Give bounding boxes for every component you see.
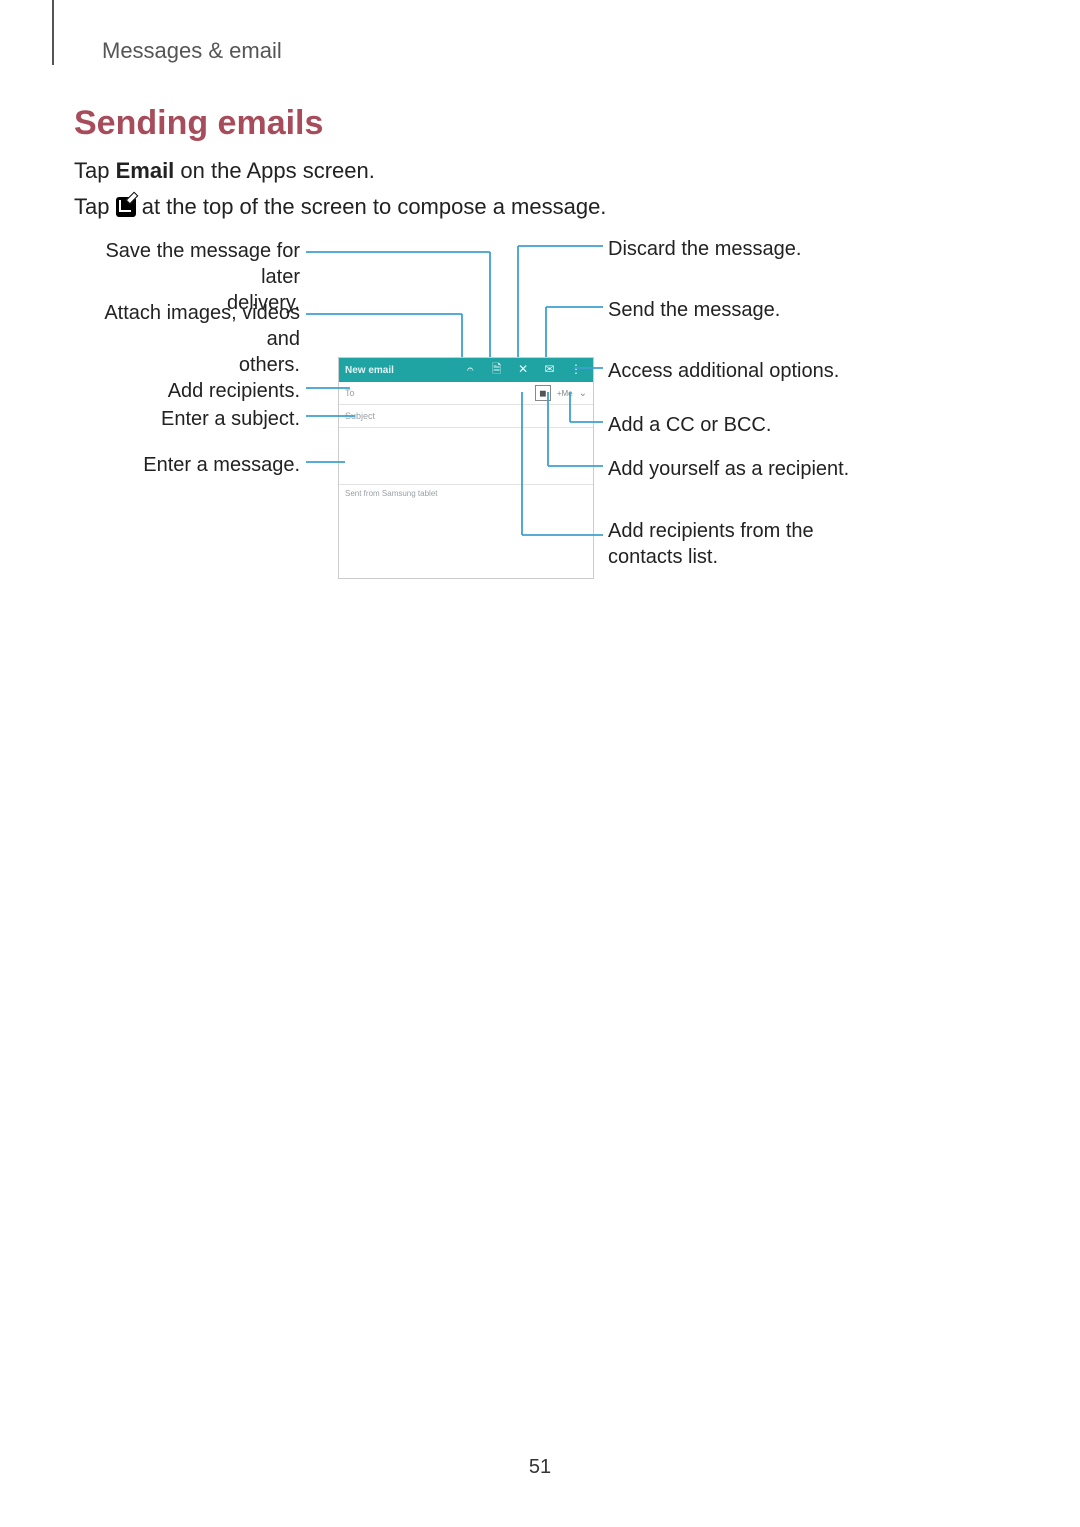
discard-icon[interactable]: ✕ (512, 362, 534, 376)
page-title: Sending emails (74, 104, 323, 143)
device-mock: New email 𝄐 🗎 ✕ ✉ ⋮ To ◼ +Me ⌄ Subject S… (338, 357, 594, 579)
to-row: To ◼ +Me ⌄ (339, 382, 593, 405)
page-number: 51 (0, 1456, 1080, 1479)
p2-pre: Tap (74, 194, 116, 219)
signature-line: Sent from Samsung tablet (339, 485, 593, 502)
label-options: Access additional options. (608, 358, 908, 384)
compose-icon (116, 197, 136, 217)
paragraph-1: Tap Email on the Apps screen. (74, 158, 375, 184)
to-field[interactable]: To (345, 388, 535, 398)
paragraph-2: Tap at the top of the screen to compose … (74, 194, 606, 220)
expand-cc-icon[interactable]: ⌄ (579, 388, 587, 399)
send-icon[interactable]: ✉ (539, 362, 561, 376)
more-options-icon[interactable]: ⋮ (565, 362, 587, 376)
p1-post: on the Apps screen. (174, 158, 375, 183)
top-margin-rule (52, 0, 54, 65)
subject-field[interactable]: Subject (345, 411, 375, 421)
p2-post: at the top of the screen to compose a me… (136, 194, 607, 219)
label-send: Send the message. (608, 297, 908, 323)
add-me-button[interactable]: +Me (557, 389, 573, 398)
subject-row: Subject (339, 405, 593, 428)
contacts-icon[interactable]: ◼ (535, 385, 551, 401)
label-contacts: Add recipients from thecontacts list. (608, 518, 908, 570)
label-addself: Add yourself as a recipient. (608, 456, 908, 482)
device-toolbar: New email 𝄐 🗎 ✕ ✉ ⋮ (339, 358, 593, 382)
save-draft-icon[interactable]: 🗎 (486, 360, 508, 381)
device-toolbar-icons: 𝄐 🗎 ✕ ✉ ⋮ (459, 360, 587, 381)
manual-page: Messages & email Sending emails Tap Emai… (0, 0, 1080, 1527)
label-recipients: Add recipients. (80, 378, 300, 404)
p1-bold: Email (116, 158, 175, 183)
label-ccbcc: Add a CC or BCC. (608, 412, 908, 438)
attach-icon[interactable]: 𝄐 (459, 362, 481, 377)
callout-lines (0, 0, 1080, 1527)
message-body[interactable] (339, 428, 593, 485)
label-message: Enter a message. (80, 452, 300, 478)
label-subject: Enter a subject. (80, 406, 300, 432)
device-title: New email (345, 365, 459, 376)
section-header: Messages & email (102, 38, 282, 64)
label-attach: Attach images, videos andothers. (80, 300, 300, 378)
label-discard: Discard the message. (608, 236, 908, 262)
p1-pre: Tap (74, 158, 116, 183)
